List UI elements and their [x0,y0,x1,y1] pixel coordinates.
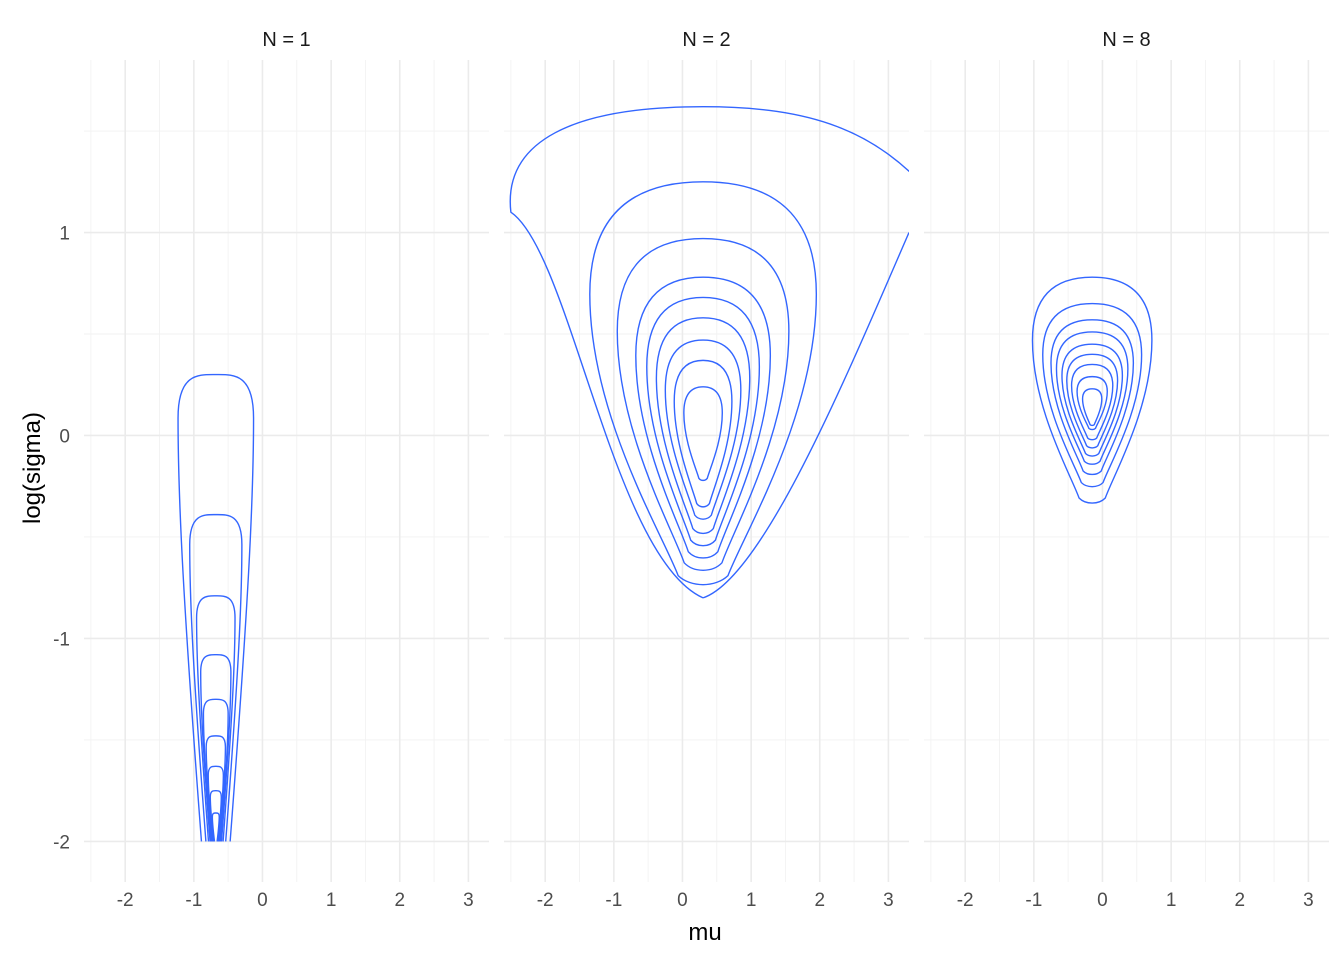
facet-strip-label: N = 2 [682,29,730,51]
contour-line [589,181,818,586]
contour-line [1055,331,1129,465]
contour-line [199,653,232,842]
contour-line [655,317,751,535]
y-tick-label: -1 [53,629,70,650]
contour-line [1066,353,1119,449]
contour-line [1042,302,1143,488]
x-tick-label: 2 [394,890,405,911]
x-tick-label: -2 [537,890,554,911]
contour-line [673,359,733,508]
x-tick-label: 1 [326,890,337,911]
y-tick-label: -2 [53,832,70,853]
contour-line [683,386,723,482]
x-tick-label: 0 [1097,890,1108,911]
contour-lines [177,373,255,842]
y-tick-label: 1 [59,224,70,245]
x-tick-label: 2 [814,890,825,911]
contour-line [177,373,255,842]
contour-line [646,296,761,547]
contour-line [664,339,742,520]
contour-line [1050,319,1135,476]
x-tick-label: -1 [185,890,202,911]
contour-line [1081,388,1103,427]
x-tick-label: -1 [1025,890,1042,911]
x-tick-label: 1 [746,890,757,911]
contour-line [207,765,225,842]
facet-panel: N = 8 -2 -1 0 1 2 3 [924,29,1329,911]
y-axis: -2 -1 0 1 [53,224,70,854]
x-tick-label: 0 [677,890,688,911]
x-tick-label: 3 [883,890,894,911]
contour-line [1070,363,1114,441]
y-axis-title: log(sigma) [19,412,46,524]
facet-panel: N = 1 -2 -1 0 1 2 3 [84,29,489,911]
contour-line [509,105,909,599]
y-tick-label: 0 [59,426,70,447]
facet-panel: N = 2 -2 -1 0 1 2 3 [504,29,909,911]
contour-line [189,513,243,842]
contour-line [635,276,772,559]
contour-lines [509,105,909,599]
facet-strip-label: N = 8 [1102,29,1150,51]
x-tick-label: -1 [605,890,622,911]
contour-line [202,698,229,842]
x-tick-label: 3 [1303,890,1314,911]
contour-line [1076,375,1108,431]
contour-line [209,789,222,842]
contour-line [616,237,790,571]
x-axis-title: mu [688,919,721,946]
x-tick-label: -2 [117,890,134,911]
contour-lines [1031,276,1153,504]
facet-strip-label: N = 1 [262,29,310,51]
x-tick-label: 1 [1166,890,1177,911]
x-tick-label: 0 [257,890,268,911]
facet-panels: N = 1 -2 -1 0 1 2 3 N = 2 -2 -1 0 1 2 3 N = 8 -2 -1 0 1 2 3 [84,29,1329,911]
contour-line [1061,343,1124,457]
x-tick-label: 3 [463,890,474,911]
contour-line [205,735,227,842]
contour-line [195,595,236,842]
contour-line [211,812,220,842]
x-tick-label: -2 [957,890,974,911]
contour-line [1031,276,1153,504]
x-tick-label: 2 [1234,890,1245,911]
